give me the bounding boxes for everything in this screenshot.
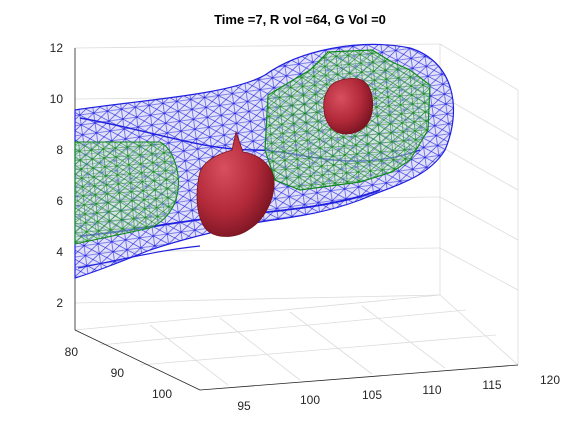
inner-surface-mesh-left [74, 141, 179, 245]
x-tick-label: 110 [422, 383, 441, 397]
z-tick-label: 12 [50, 41, 64, 55]
z-tick-label: 10 [50, 92, 64, 106]
z-axis-ticks: 12 10 8 6 4 2 [50, 41, 64, 310]
red-volume-center [196, 130, 275, 237]
x-tick-label: 100 [300, 393, 320, 407]
x-axis-ticks: 95 100 105 110 115 120 [237, 373, 560, 413]
y-tick-label: 100 [152, 387, 172, 401]
z-tick-label: 2 [56, 296, 63, 310]
z-tick-label: 8 [56, 143, 63, 157]
x-tick-label: 105 [362, 388, 382, 402]
y-tick-label: 80 [65, 345, 79, 359]
z-tick-label: 6 [56, 194, 63, 208]
y-axis-ticks: 80 90 100 [65, 345, 173, 401]
red-volume-right [323, 78, 374, 135]
y-tick-label: 90 [111, 366, 125, 380]
x-tick-label: 120 [540, 373, 560, 387]
x-tick-label: 115 [482, 378, 501, 392]
z-tick-label: 4 [56, 245, 63, 259]
chart-title: Time =7, R vol =64, G Vol =0 [214, 12, 386, 27]
x-tick-label: 95 [237, 399, 251, 413]
